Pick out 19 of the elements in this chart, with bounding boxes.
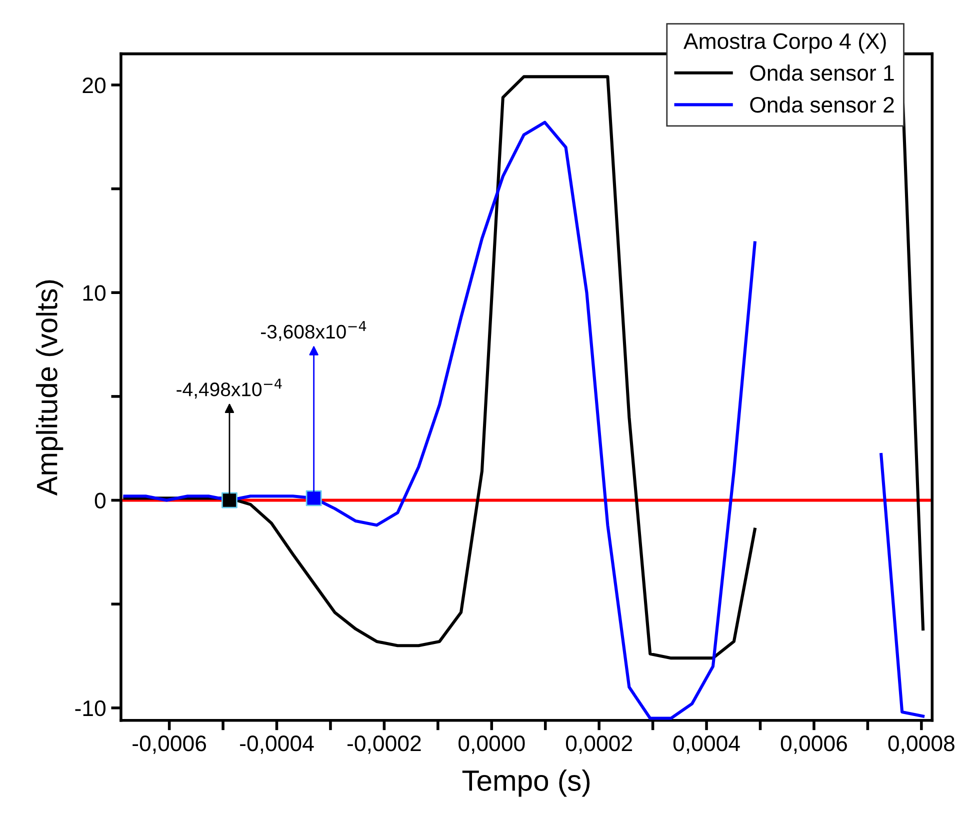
annotation: -3,608x10$^{−4}$ <box>261 321 366 341</box>
y-tick-label: 20 <box>82 78 106 94</box>
legend-label: Onda sensor 1 <box>750 64 894 81</box>
y-tick-label: -10 <box>75 700 106 716</box>
legend-title: Amostra Corpo 4 (X) <box>684 32 886 54</box>
y-axis-title: Amplitude (volts) <box>36 280 64 496</box>
x-tick-label: 0,0008 <box>888 736 954 754</box>
x-axis-title: Tempo (s) <box>462 770 590 797</box>
x-tick-label: 0,0006 <box>780 736 847 754</box>
x-tick-label: -0,0006 <box>132 736 206 754</box>
y-tick-label: 0 <box>94 492 106 509</box>
annotation: -4,498x10$^{−4}$ <box>176 378 282 399</box>
x-tick-label: -0,0002 <box>348 736 421 754</box>
legend-label: Onda sensor 2 <box>750 96 894 113</box>
x-tick-label: 0,0000 <box>458 736 525 754</box>
y-tick-label: 10 <box>83 285 106 301</box>
x-tick-label: -0,0004 <box>240 736 314 754</box>
x-tick-label: 0,0004 <box>673 736 740 754</box>
x-tick-label: 0,0002 <box>566 736 632 754</box>
